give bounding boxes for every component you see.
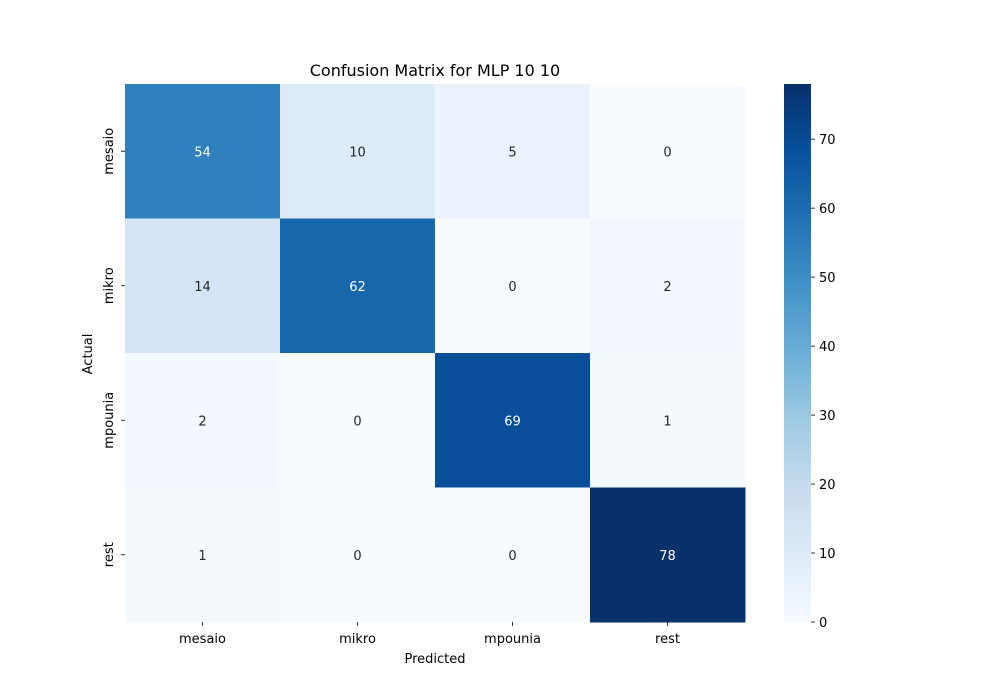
x-tick-label: mikro	[339, 632, 376, 647]
cell-value-label: 54	[194, 145, 211, 160]
colorbar-tick-label: 70	[819, 133, 836, 148]
y-tick-label: rest	[102, 542, 117, 567]
y-axis-label: Actual	[81, 334, 96, 375]
cell-value-label: 1	[198, 549, 206, 564]
colorbar-tick-label: 30	[819, 409, 836, 424]
heatmap-cell-labels: 54 10 5 014 62 0 22 0 69 11 0 0 78	[194, 145, 676, 564]
cell-value-label: 2	[663, 280, 671, 295]
heatmap-cell	[435, 353, 591, 488]
cell-value-label: 1	[663, 414, 671, 429]
colorbar-tick-label: 20	[819, 478, 836, 493]
heatmap-cell	[280, 218, 436, 354]
cell-value-label: 14	[194, 280, 211, 295]
cell-value-label: 10	[349, 145, 366, 160]
heatmap-cell	[435, 487, 591, 623]
colorbar-tick-label: 40	[819, 340, 836, 355]
cell-value-label: 2	[198, 414, 206, 429]
cell-value-label: 69	[504, 414, 521, 429]
y-axis-ticks: mesaio mikro mpounia rest	[102, 128, 125, 567]
heatmap-cell	[125, 353, 281, 488]
heatmap-cell	[435, 218, 591, 354]
cell-value-label: 78	[659, 549, 676, 564]
colorbar-tick-label: 50	[819, 271, 836, 286]
y-tick-label: mikro	[102, 267, 117, 304]
heatmap-cell	[435, 84, 591, 219]
cell-value-label: 0	[508, 549, 516, 564]
heatmap-cell	[125, 218, 281, 354]
x-axis-ticks: mesaio mikro mpounia rest	[179, 622, 680, 647]
cell-value-label: 62	[349, 280, 366, 295]
x-axis-label: Predicted	[404, 652, 465, 667]
heatmap-cells	[125, 84, 746, 623]
cell-value-label: 0	[353, 549, 361, 564]
heatmap-cell	[125, 84, 281, 219]
y-tick-label: mesaio	[102, 128, 117, 175]
heatmap-cell	[590, 353, 746, 488]
heatmap-cell	[280, 487, 436, 623]
heatmap-cell	[590, 218, 746, 354]
cell-value-label: 0	[508, 280, 516, 295]
heatmap-cell	[590, 84, 746, 219]
colorbar-ticks: 0 10 20 30 40 50 60 70	[811, 133, 836, 631]
colorbar	[784, 84, 811, 622]
colorbar-tick-label: 10	[819, 547, 836, 562]
cell-value-label: 5	[508, 145, 516, 160]
cell-value-label: 0	[353, 414, 361, 429]
heatmap-cell	[280, 84, 436, 219]
cell-value-label: 0	[663, 145, 671, 160]
heatmap-cell	[125, 487, 281, 623]
y-tick-label: mpounia	[102, 392, 117, 449]
x-tick-label: mpounia	[484, 632, 541, 647]
colorbar-tick-label: 60	[819, 202, 836, 217]
heatmap-cell	[280, 353, 436, 488]
heatmap-cell	[590, 487, 746, 623]
x-tick-label: mesaio	[179, 632, 226, 647]
colorbar-tick-label: 0	[819, 616, 827, 631]
x-tick-label: rest	[655, 632, 680, 647]
chart-title: Confusion Matrix for MLP 10 10	[310, 61, 560, 80]
